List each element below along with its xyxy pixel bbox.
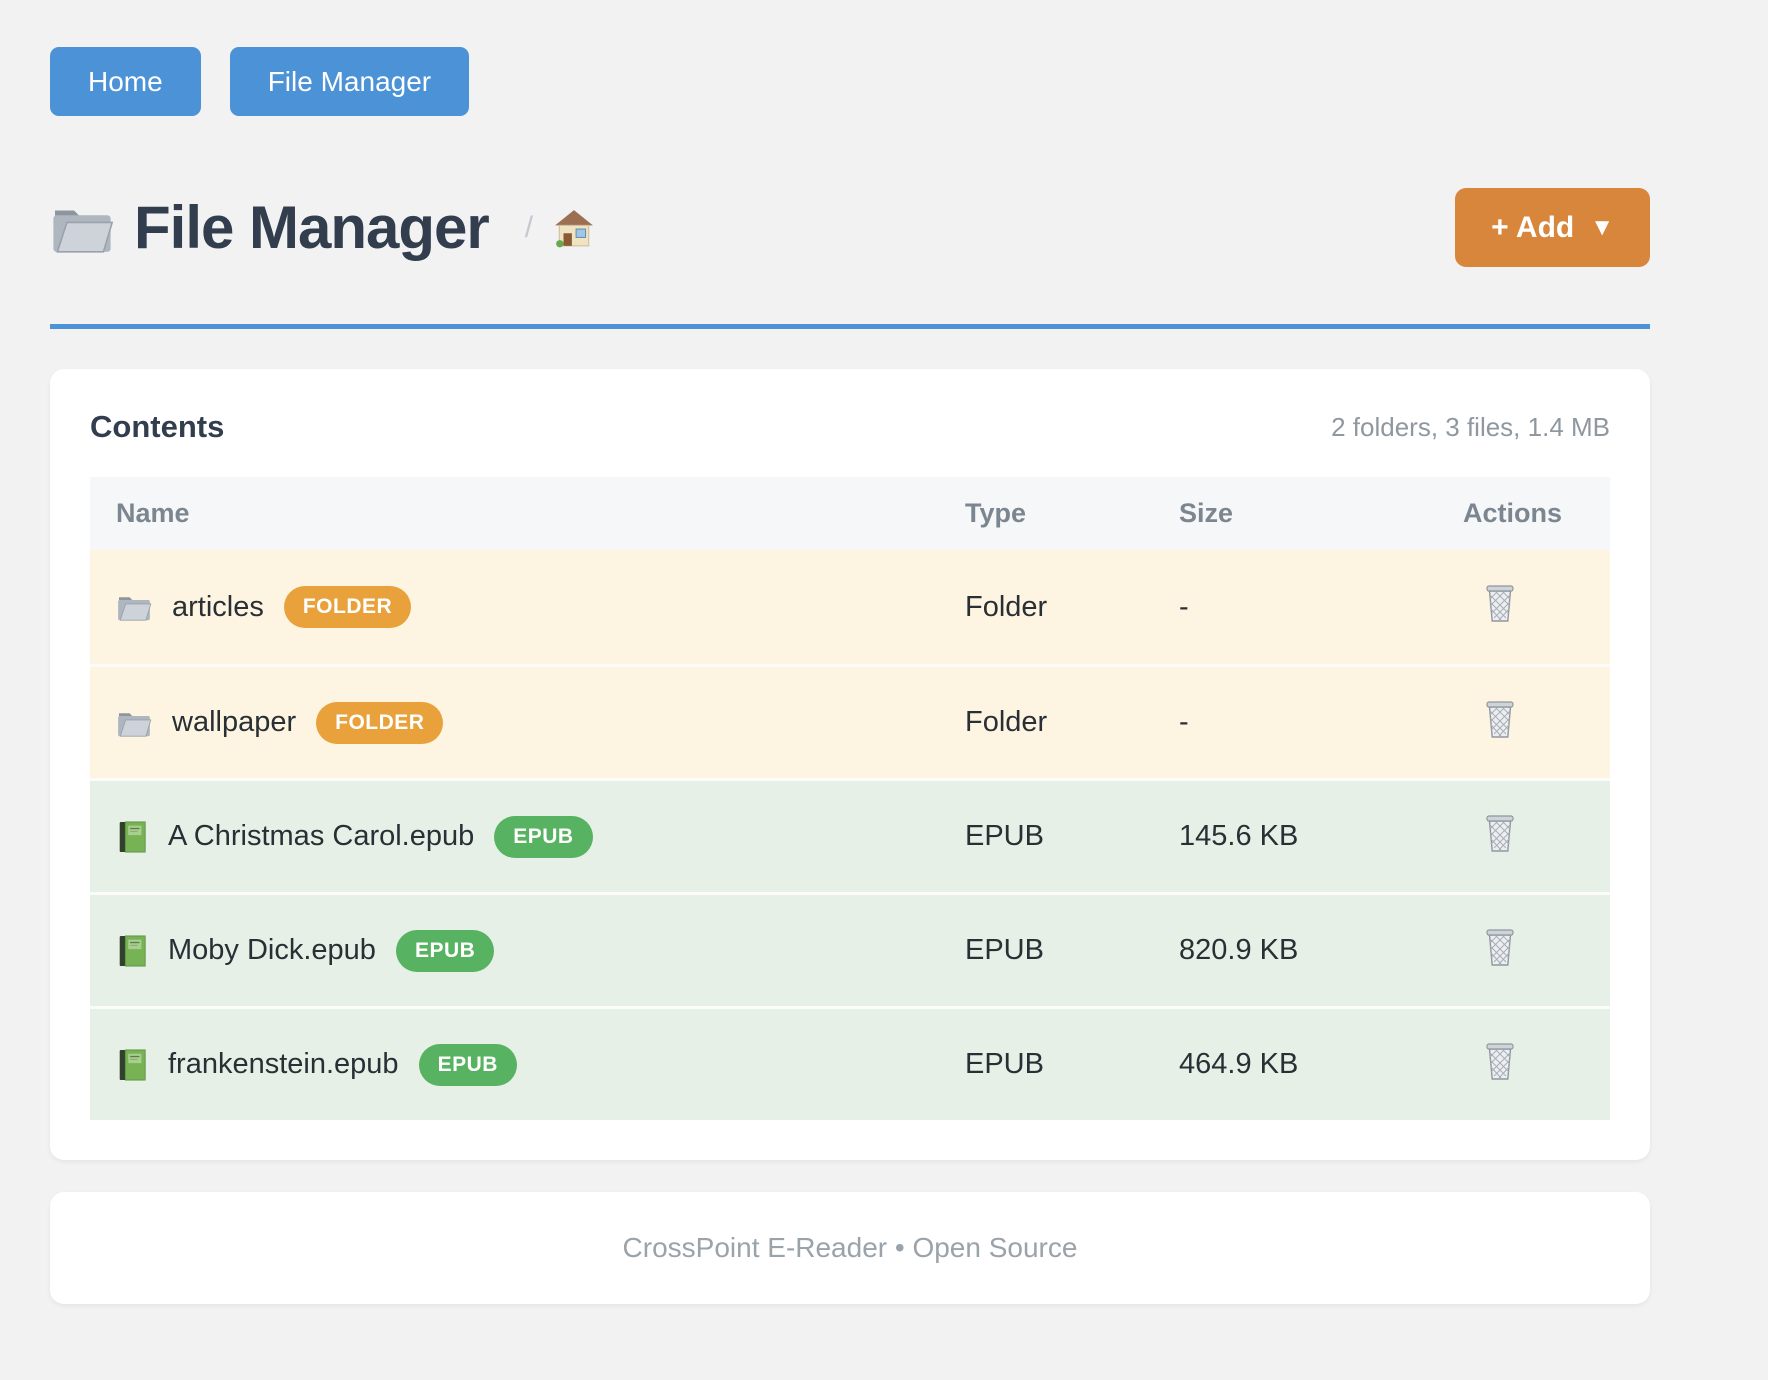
column-header-name: Name (116, 498, 190, 528)
top-nav: Home File Manager (50, 0, 1650, 116)
home-breadcrumb-icon[interactable] (553, 208, 595, 248)
add-button-label: + Add (1491, 210, 1575, 244)
delete-button[interactable] (1483, 927, 1517, 967)
file-type-badge: EPUB (395, 929, 495, 972)
file-size: 464.9 KB (1179, 1048, 1299, 1080)
file-name: frankenstein.epub (168, 1048, 399, 1080)
column-header-actions: Actions (1463, 498, 1563, 528)
file-size: - (1179, 590, 1189, 623)
file-size: 820.9 KB (1179, 934, 1299, 966)
file-name: articles (172, 590, 264, 623)
file-manager-button[interactable]: File Manager (229, 47, 470, 116)
page-title: File Manager (134, 194, 490, 261)
page-header: File Manager / + Add ▼ (50, 188, 1650, 267)
caret-down-icon: ▼ (1590, 213, 1614, 241)
file-type-badge: EPUB (494, 815, 593, 858)
folder-icon (116, 592, 152, 622)
file-size: 145.6 KB (1179, 820, 1299, 852)
file-type: EPUB (965, 1048, 1044, 1080)
file-size: - (1179, 706, 1189, 738)
delete-button[interactable] (1483, 583, 1517, 623)
file-type: Folder (965, 590, 1048, 623)
contents-card: Contents 2 folders, 3 files, 1.4 MB Name… (50, 369, 1650, 1160)
footer: CrossPoint E-Reader • Open Source (50, 1192, 1650, 1304)
contents-title: Contents (90, 409, 225, 444)
column-header-size: Size (1179, 498, 1234, 528)
file-name: Moby Dick.epub (168, 934, 376, 966)
file-type: Folder (965, 706, 1048, 738)
table-row[interactable]: A Christmas Carol.epub EPUB EPUB 145.6 K… (90, 778, 1610, 892)
file-table: Name Type Size Actions (90, 477, 1610, 1120)
header-divider (50, 324, 1650, 329)
delete-button[interactable] (1483, 1041, 1517, 1081)
delete-button[interactable] (1483, 699, 1517, 739)
file-type: EPUB (965, 934, 1044, 966)
file-type-badge: FOLDER (316, 701, 444, 744)
book-icon (116, 1048, 148, 1082)
add-button[interactable]: + Add ▼ (1455, 188, 1650, 267)
table-row[interactable]: Moby Dick.epub EPUB EPUB 820.9 KB (90, 892, 1610, 1006)
folder-icon (116, 708, 152, 738)
contents-summary: 2 folders, 3 files, 1.4 MB (1331, 411, 1610, 442)
file-type-badge: EPUB (418, 1043, 517, 1086)
book-icon (116, 934, 148, 968)
breadcrumb-separator: / (524, 210, 534, 244)
book-icon (116, 820, 148, 854)
table-row[interactable]: articles FOLDER Folder - (90, 550, 1610, 664)
table-row[interactable]: frankenstein.epub EPUB EPUB 464.9 KB (90, 1006, 1610, 1120)
home-button[interactable]: Home (50, 47, 201, 116)
table-header: Name Type Size Actions (90, 477, 1610, 550)
file-type: EPUB (965, 820, 1044, 852)
folder-icon (50, 201, 114, 255)
file-name: A Christmas Carol.epub (168, 820, 475, 852)
file-name: wallpaper (172, 706, 297, 738)
delete-button[interactable] (1483, 813, 1517, 853)
table-row[interactable]: wallpaper FOLDER Folder - (90, 664, 1610, 778)
file-type-badge: FOLDER (283, 586, 412, 628)
footer-text: CrossPoint E-Reader • Open Source (622, 1232, 1078, 1263)
column-header-type: Type (965, 498, 1027, 528)
